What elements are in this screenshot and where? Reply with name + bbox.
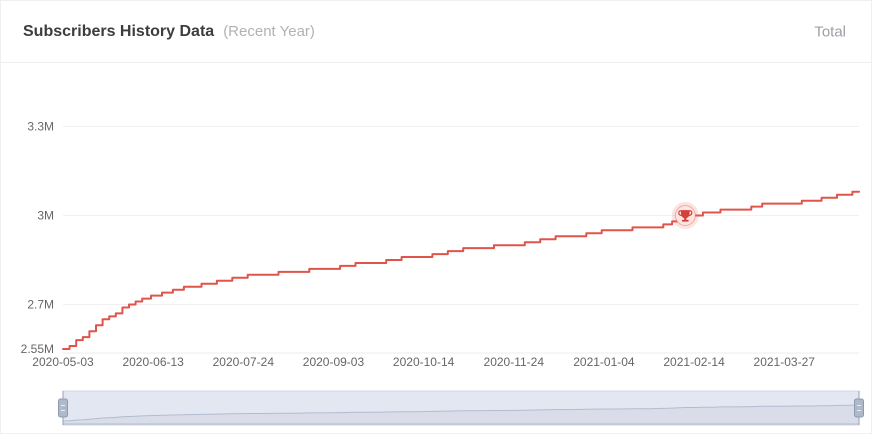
legend-item-total[interactable]: Total	[814, 23, 846, 40]
y-axis-label: 3.3M	[27, 119, 54, 133]
chart-area: 2.55M 2.7M 3M 3.3M 2020-05-03 2020-06-13 2020-…	[1, 64, 872, 434]
card-title: Subscribers History Data	[23, 22, 215, 40]
y-axis-label: 2.7M	[27, 297, 54, 311]
x-axis-label: 2020-11-24	[484, 355, 545, 369]
subscribers-series-line	[62, 190, 860, 350]
card-header: Subscribers History Data (Recent Year) T…	[1, 1, 871, 63]
x-axis-label: 2021-02-14	[663, 355, 725, 369]
y-axis-label: 3M	[37, 208, 54, 222]
x-axis-label: 2020-10-14	[393, 355, 455, 369]
datazoom-preview-area	[62, 404, 860, 425]
milestone-trophy-marker[interactable]	[671, 201, 699, 229]
y-axis-label: 2.55M	[21, 342, 54, 356]
x-axis-label: 2020-06-13	[122, 355, 184, 369]
card-subtitle: (Recent Year)	[223, 23, 315, 40]
trophy-icon	[678, 210, 693, 222]
datazoom-left-handle[interactable]	[58, 391, 68, 425]
subscribers-line-chart[interactable]: 2.55M 2.7M 3M 3.3M 2020-05-03 2020-06-13 2020-…	[1, 64, 872, 434]
x-axis-label: 2021-01-04	[573, 355, 635, 369]
datazoom-track[interactable]	[62, 390, 860, 426]
x-axis-label: 2021-03-27	[754, 355, 816, 369]
x-axis-label: 2020-09-03	[303, 355, 365, 369]
x-axis-label: 2020-07-24	[213, 355, 275, 369]
x-axis-label: 2020-05-03	[32, 355, 94, 369]
datazoom-right-handle[interactable]	[854, 391, 864, 425]
